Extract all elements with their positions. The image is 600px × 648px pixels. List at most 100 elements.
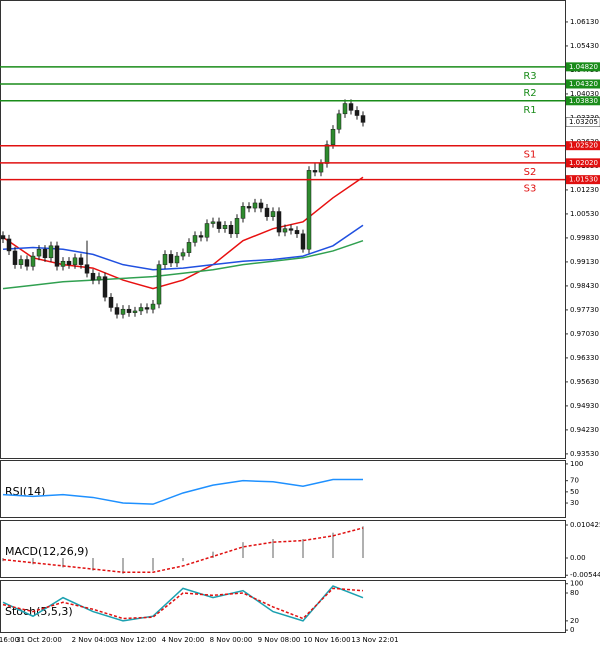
- indicator-line: [2, 587, 364, 620]
- candle-body: [138, 307, 144, 312]
- candle-body: [186, 242, 192, 253]
- candle-body: [150, 303, 156, 310]
- candle-body: [180, 252, 186, 257]
- candle-body: [162, 254, 168, 265]
- candle-body: [330, 128, 336, 145]
- candle-body: [348, 103, 354, 111]
- y-tick-label: 20: [570, 617, 579, 625]
- level-price-box: [566, 158, 600, 168]
- candle-body: [228, 224, 234, 235]
- candle-body: [102, 276, 108, 298]
- histogram-bar: [272, 539, 274, 558]
- candle-body: [252, 202, 258, 209]
- y-tick-label: 1.00530: [570, 210, 599, 218]
- candle-body: [18, 259, 24, 265]
- candle-body: [78, 257, 84, 265]
- candle-body: [168, 254, 174, 264]
- candle-body: [12, 250, 18, 265]
- candle-body: [234, 218, 240, 235]
- level-price-box: [566, 96, 600, 106]
- y-tick-label: 1.04030: [570, 90, 599, 98]
- x-tick-label: 3 Nov 12:00: [114, 636, 157, 644]
- y-tick-label: -0.005445: [570, 571, 600, 579]
- candle-body: [72, 257, 78, 265]
- level-price: 1.04320: [569, 80, 598, 88]
- histogram-bar: [152, 558, 154, 571]
- indicator-line: [2, 585, 364, 622]
- level-price: 1.02520: [569, 142, 598, 150]
- y-tick-label: 0.99130: [570, 258, 599, 266]
- indicator-line: [2, 478, 363, 505]
- candle-body: [210, 221, 216, 224]
- y-tick-label: 0.010425: [570, 521, 600, 529]
- panel-frame: [0, 0, 566, 459]
- y-tick-label: 0.96330: [570, 354, 599, 362]
- candle-body: [240, 206, 246, 219]
- x-tick-label: 8 Nov 00:00: [210, 636, 253, 644]
- y-tick-label: 70: [570, 477, 579, 485]
- candle-body: [360, 115, 366, 123]
- histogram-bar: [302, 539, 304, 558]
- histogram-bar: [92, 558, 94, 571]
- candle-body: [258, 202, 264, 209]
- candle-body: [300, 233, 306, 250]
- candle-body: [156, 264, 162, 305]
- candle-body: [342, 103, 348, 115]
- candle-body: [48, 245, 54, 259]
- y-tick-label: 100: [570, 460, 583, 468]
- histogram-bar: [212, 551, 214, 558]
- panel-frame: [0, 580, 566, 633]
- candle-body: [246, 206, 252, 209]
- candle-body: [282, 228, 288, 233]
- indicator-label: Stoch(5,5,3): [5, 605, 73, 618]
- candle-body: [294, 230, 300, 235]
- indicator-line: [2, 224, 364, 271]
- histogram-bar: [182, 558, 184, 562]
- level-name: S3: [524, 184, 537, 195]
- candle-body: [42, 248, 48, 259]
- y-tick-label: 0.97030: [570, 330, 599, 338]
- histogram-bar: [122, 558, 124, 574]
- histogram-bar: [332, 532, 334, 558]
- candle-body: [318, 163, 324, 173]
- candle-body: [192, 235, 198, 243]
- candle-body: [30, 255, 36, 267]
- candle-body: [96, 276, 102, 281]
- y-tick-label: 1.06130: [570, 18, 599, 26]
- y-tick-label: 0.99830: [570, 234, 599, 242]
- panel-frame: [0, 460, 566, 518]
- level-name: S2: [524, 167, 537, 178]
- level-price-box: [566, 141, 600, 151]
- x-tick-label: 9 Nov 08:00: [258, 636, 301, 644]
- candle-body: [306, 170, 312, 250]
- x-tick-label: 31 Oct 20:00: [16, 636, 62, 644]
- candle-body: [0, 235, 6, 240]
- y-tick-label: 0.98430: [570, 282, 599, 290]
- candle-body: [114, 307, 120, 315]
- level-price-box: [566, 175, 600, 185]
- histogram-bar: [242, 542, 244, 558]
- x-tick-label: 13 Nov 22:01: [351, 636, 398, 644]
- candle-body: [66, 260, 72, 265]
- candle-body: [216, 221, 222, 229]
- candle-body: [270, 211, 276, 217]
- histogram-bar: [32, 558, 34, 565]
- y-tick-label: 1.01230: [570, 186, 599, 194]
- y-tick-label: 0.93530: [570, 450, 599, 458]
- candle-body: [336, 113, 342, 130]
- x-tick-label: 4 Nov 20:00: [162, 636, 205, 644]
- candle-body: [264, 207, 270, 217]
- indicator-line: [2, 239, 364, 290]
- candle-body: [354, 110, 360, 116]
- candle-body: [324, 144, 330, 164]
- candle-body: [90, 272, 96, 281]
- y-tick-label: 0.00: [570, 554, 586, 562]
- y-tick-label: 50: [570, 488, 579, 496]
- y-tick-label: 0.94230: [570, 426, 599, 434]
- candle-body: [54, 245, 60, 267]
- y-tick-label: 1.05430: [570, 42, 599, 50]
- y-tick-label: 100: [570, 580, 583, 588]
- candle-body: [36, 248, 42, 257]
